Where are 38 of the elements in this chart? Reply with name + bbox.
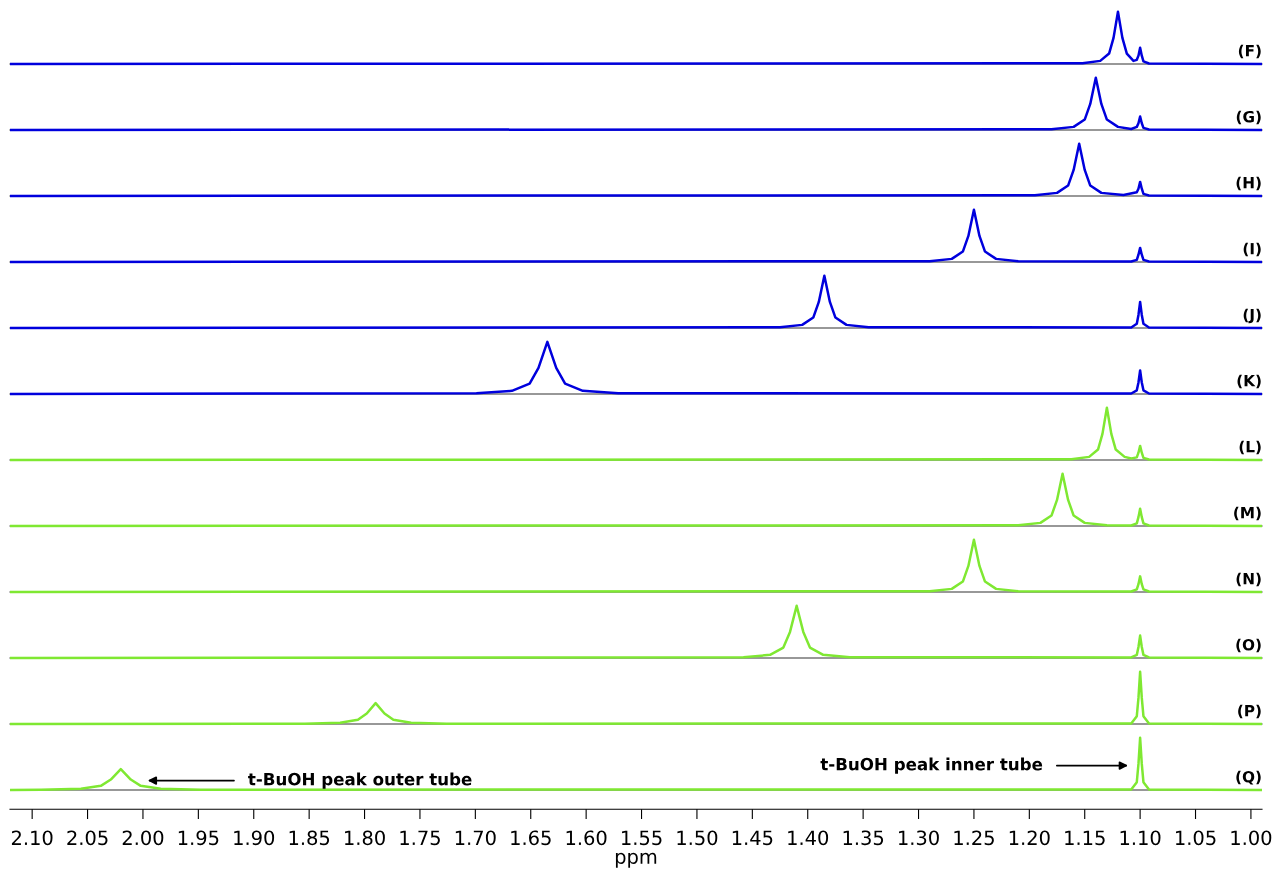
series-label: (M) xyxy=(1234,506,1261,521)
x-axis-title: ppm xyxy=(615,852,657,868)
x-tick-label: 1.45 xyxy=(732,830,773,846)
x-tick-label: 1.70 xyxy=(455,830,496,846)
series-label: (L) xyxy=(1239,440,1261,455)
x-tick-label: 1.05 xyxy=(1176,830,1216,846)
x-tick-label: 1.30 xyxy=(899,830,939,846)
x-tick-label: 1.20 xyxy=(1009,830,1050,846)
annotation: t-BuOH peak inner tube xyxy=(820,757,1043,774)
x-tick-label: 1.95 xyxy=(178,830,219,846)
x-tick-label: 1.15 xyxy=(1065,830,1105,846)
x-tick-label: 1.25 xyxy=(954,830,994,846)
x-tick-label: 1.65 xyxy=(511,830,551,846)
series-label: (P) xyxy=(1238,704,1261,719)
annotation: t-BuOH peak outer tube xyxy=(248,772,472,789)
x-tick-label: 1.75 xyxy=(400,830,440,846)
x-tick-label: 2.00 xyxy=(122,830,164,846)
series-label: (I) xyxy=(1243,242,1261,257)
x-tick-label: 1.40 xyxy=(788,830,829,846)
x-tick-label: 1.85 xyxy=(289,830,330,846)
series-label: (Q) xyxy=(1236,770,1261,785)
x-tick-label: 1.60 xyxy=(566,830,607,846)
x-tick-label: 1.35 xyxy=(843,830,884,846)
x-tick-label: 1.55 xyxy=(622,830,662,846)
series-label: (G) xyxy=(1236,110,1261,125)
series-label: (J) xyxy=(1243,308,1261,324)
x-tick-label: 2.05 xyxy=(67,830,108,846)
x-tick-label: 1.50 xyxy=(677,830,718,846)
x-tick-label: 1.80 xyxy=(345,830,385,846)
series-label: (O) xyxy=(1236,638,1261,653)
series-label: (N) xyxy=(1236,572,1261,587)
x-tick-label: 2.10 xyxy=(11,830,53,846)
series-label: (F) xyxy=(1238,44,1261,59)
x-tick-label: 1.90 xyxy=(234,830,275,846)
series-label: (K) xyxy=(1237,374,1261,389)
x-tick-label: 1.00 xyxy=(1231,830,1272,846)
x-tick-label: 1.10 xyxy=(1120,830,1161,846)
series-label: (H) xyxy=(1236,176,1261,191)
